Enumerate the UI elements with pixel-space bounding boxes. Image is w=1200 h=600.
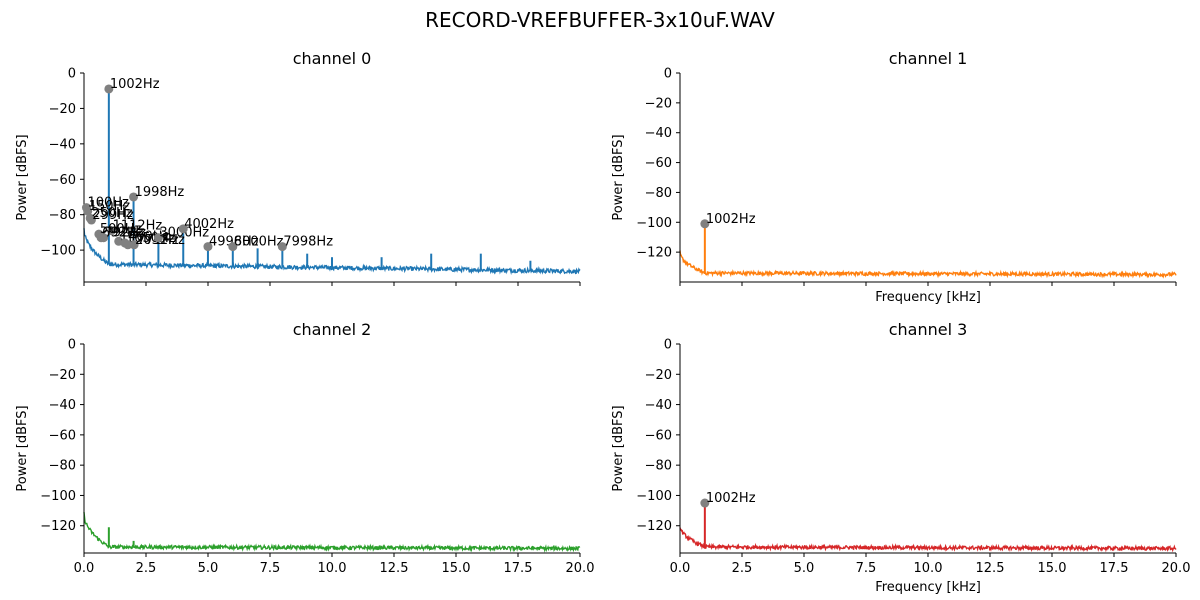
chart-title: channel 3 (889, 320, 968, 339)
peak-label: 150Hz (89, 199, 131, 214)
peak-label: 1112Hz (113, 219, 163, 234)
y-tick-label: −100 (40, 244, 76, 259)
x-tick-label: 2.5 (136, 561, 157, 576)
peak-label: 4002Hz (184, 217, 234, 232)
y-tick-label: −120 (40, 519, 76, 534)
x-tick-label: 0.0 (670, 561, 691, 576)
chart-title: channel 0 (293, 49, 372, 68)
y-tick-label: −20 (49, 102, 76, 117)
x-tick-label: 12.5 (380, 561, 409, 576)
peak-label: 692Hz (102, 226, 144, 241)
peak-marker (104, 84, 114, 94)
chart-title: channel 2 (293, 320, 372, 339)
x-tick-label: 17.5 (504, 561, 533, 576)
peak-label: 1002Hz (706, 212, 756, 227)
peak-marker (86, 215, 96, 225)
chart-panel-2: channel 2 0 −20 −40 −60 −80 −100 −120 0.0 2.5 5.0 7… (15, 320, 594, 576)
peak-marker (99, 233, 109, 243)
chart-panel-1: channel 1 0 −20 −40 −60 −80 −100 −120 Power [dBF… (611, 49, 1177, 305)
peak-marker (123, 240, 133, 250)
y-tick-label: −20 (645, 96, 672, 111)
peak-marker (277, 242, 287, 252)
peak-label: 7998Hz (283, 235, 333, 250)
y-tick-label: −120 (636, 246, 672, 261)
x-tick-label: 2.5 (732, 561, 753, 576)
peak-marker (228, 242, 238, 252)
x-tick-label: 10.0 (914, 561, 943, 576)
chart-panel-0: channel 0 0 −20 −40 −60 −80 −100 Power [dBFS] 10… (15, 49, 581, 286)
x-tick-label: 5.0 (198, 561, 219, 576)
y-tick-label: −60 (645, 156, 672, 171)
y-tick-label: −40 (645, 126, 672, 141)
y-tick-label: 0 (664, 338, 672, 353)
y-tick-label: −100 (636, 489, 672, 504)
peak-label: 4998Hz (209, 235, 259, 250)
y-tick-label: −100 (40, 489, 76, 504)
x-axis-label: Frequency [kHz] (875, 290, 981, 305)
y-tick-label: −20 (645, 368, 672, 383)
peak-marker (178, 224, 188, 234)
y-tick-label: −40 (49, 137, 76, 152)
x-axis-label: Frequency [kHz] (875, 580, 981, 595)
series-line-noise-floor (83, 512, 581, 553)
peak-label: 1650Hz (126, 231, 176, 246)
peak-label: 1771Hz (129, 233, 179, 248)
chart-panel-3: channel 3 0 −20 −40 −60 −80 −100 −120 0.0 2.5 5.0 7… (611, 320, 1190, 595)
x-tick-label: 20.0 (1162, 561, 1191, 576)
x-tick-label: 17.5 (1100, 561, 1129, 576)
y-tick-label: 0 (68, 67, 76, 82)
x-tick-label: 0.0 (74, 561, 95, 576)
peak-marker (203, 242, 213, 252)
peak-label: 250Hz (91, 206, 133, 221)
peak-label: 299Hz (92, 208, 134, 223)
y-tick-label: −80 (49, 208, 76, 223)
x-tick-label: 20.0 (566, 561, 595, 576)
y-axis-label: Power [dBFS] (15, 134, 30, 220)
y-tick-label: 0 (664, 67, 672, 82)
y-tick-label: −60 (49, 428, 76, 443)
y-tick-label: −60 (645, 428, 672, 443)
y-tick-label: −60 (49, 173, 76, 188)
y-axis-label: Power [dBFS] (15, 405, 30, 491)
peak-label: 1002Hz (110, 77, 160, 92)
peak-marker (700, 498, 710, 508)
chart-title: channel 1 (889, 49, 968, 68)
x-tick-label: 7.5 (260, 561, 281, 576)
y-axis-label: Power [dBFS] (611, 405, 626, 491)
series-line-noise-floor (679, 527, 1177, 553)
peak-marker (129, 192, 139, 202)
peak-marker (129, 240, 139, 250)
figure-title: RECORD-VREFBUFFER-3x10uF.WAV (425, 8, 775, 32)
x-tick-label: 10.0 (318, 561, 347, 576)
y-tick-label: 0 (68, 338, 76, 353)
y-tick-label: −120 (636, 519, 672, 534)
x-tick-label: 15.0 (1038, 561, 1067, 576)
peak-label: 792Hz (105, 226, 147, 241)
x-tick-label: 15.0 (442, 561, 471, 576)
y-tick-label: −40 (49, 398, 76, 413)
series-line-noise-floor (83, 228, 581, 276)
peak-marker (700, 219, 710, 229)
peak-label: 6000Hz (234, 235, 284, 250)
y-tick-label: −80 (645, 459, 672, 474)
peak-marker (107, 226, 117, 236)
y-tick-label: −100 (636, 216, 672, 231)
peak-label: 100Hz (87, 196, 129, 211)
peak-label: 1998Hz (135, 185, 185, 200)
y-tick-label: −40 (645, 398, 672, 413)
x-tick-label: 7.5 (856, 561, 877, 576)
peak-marker (153, 233, 163, 243)
x-tick-label: 12.5 (976, 561, 1005, 576)
y-tick-label: −20 (49, 368, 76, 383)
y-tick-label: −80 (49, 459, 76, 474)
series-line-noise-floor (679, 250, 1177, 279)
peak-marker (83, 206, 93, 216)
peak-label: 1002Hz (706, 491, 756, 506)
y-tick-label: −80 (645, 186, 672, 201)
y-axis-label: Power [dBFS] (611, 134, 626, 220)
x-tick-label: 5.0 (794, 561, 815, 576)
peak-label: 500Hz (100, 222, 142, 237)
